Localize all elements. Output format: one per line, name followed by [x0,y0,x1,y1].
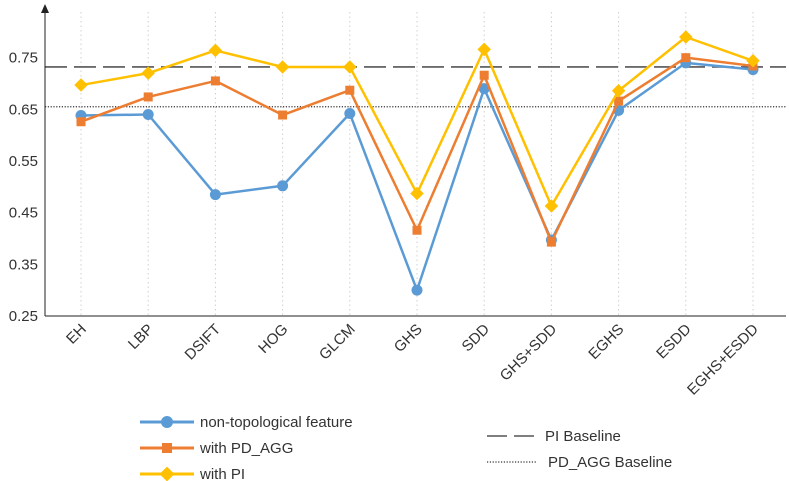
legend-label-with-pd-agg: with PD_AGG [199,440,293,457]
point-with-pd-agg [278,110,288,120]
series-group [74,30,760,296]
y-tick-label: 0.35 [9,256,38,273]
legend-marker-non-topological-feature [161,416,173,428]
legend-marker-with-pd-agg [162,443,172,453]
point-with-pd-agg [210,76,220,86]
x-tick-label: ESDD [653,321,695,363]
legend-label-with-pi: with PI [199,466,245,481]
y-tick-label: 0.25 [9,308,38,325]
y-axis-arrow [41,4,49,13]
point-non-topological-feature [344,107,356,119]
point-non-topological-feature [142,109,154,120]
x-tick-labels: EH LBP DSIFT HOG GLCM GHS SDD GHS+SDD EGHS ESDDEG… [63,321,762,399]
x-tick-label: EGHS [585,321,627,363]
legend-label-pi-baseline: PI Baseline [545,428,621,445]
x-tick-label: GHS [391,321,426,356]
point-with-pd-agg [479,70,489,80]
point-with-pi [74,78,88,92]
point-with-pd-agg [143,92,153,102]
point-with-pd-agg [345,85,355,95]
point-non-topological-feature [411,284,423,296]
x-tick-label: SDD [459,321,494,356]
point-with-pi [611,83,626,98]
point-with-pi [208,43,223,58]
y-tick-label: 0.65 [9,101,38,118]
y-tick-labels: 0.25 0.35 0.45 0.55 0.65 0.75 [9,50,38,325]
point-with-pd-agg [614,96,624,106]
x-tick-label: GHS+SDD [497,321,561,385]
point-non-topological-feature [209,189,221,201]
x-tick-label: DSIFT [182,321,225,364]
point-with-pi [410,186,424,201]
point-with-pi [141,66,155,80]
y-tick-label: 0.45 [9,205,38,222]
x-tick-label: LBP [125,321,157,353]
point-non-topological-feature [478,83,490,95]
point-with-pd-agg [546,237,556,247]
legend-marker-with-pi [159,466,175,481]
point-with-pd-agg [681,53,691,63]
legend-label-pd-agg-baseline: PD_AGG Baseline [548,454,672,471]
grid-lines [80,12,754,316]
point-with-pd-agg [412,225,422,235]
legend-label-non-topological-feature: non-topological feature [200,414,353,431]
baselines [45,66,786,108]
point-with-pi [544,199,559,213]
x-tick-label: HOG [255,321,291,357]
point-with-pi [477,42,491,57]
x-tick-label: GLCM [316,321,359,364]
y-tick-label: 0.55 [9,153,38,170]
point-non-topological-feature [277,180,289,192]
y-tick-label: 0.75 [9,50,38,67]
point-with-pi [275,60,290,74]
x-tick-label: EH [63,321,90,348]
point-with-pi [679,30,693,44]
point-with-pi [746,54,760,68]
axes [41,4,786,317]
point-with-pd-agg [76,117,86,127]
x-tick-label: EGHS+ESDD [684,321,762,399]
point-with-pi [343,60,357,74]
